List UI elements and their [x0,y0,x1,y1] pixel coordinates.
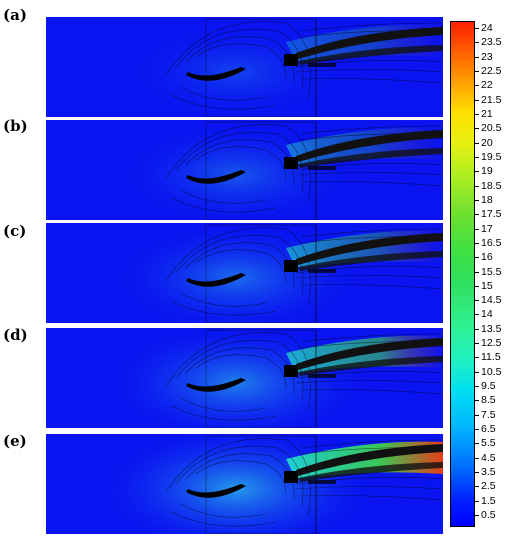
contour-panel [46,434,443,534]
colorbar-tick-label: 22.5 [481,64,502,77]
colorbar-tick-mark [474,343,479,345]
contour-panel [46,328,443,428]
colorbar-tick-mark [474,443,479,445]
colorbar-tick-label: 11.5 [481,351,501,364]
colorbar-tick-label: 3.5 [481,466,496,479]
colorbar-tick-label: 15 [481,279,493,292]
colorbar-tick-mark [474,214,479,216]
colorbar-tick-label: 23.5 [481,36,502,49]
colorbar-tick-mark [474,486,479,488]
colorbar-tick-mark [474,257,479,259]
colorbar-tick-label: 24 [481,22,493,34]
contour-panel [46,223,443,323]
colorbar-tick-mark [474,42,479,44]
colorbar-tick-mark [474,472,479,474]
panel-label: (e) [3,432,27,450]
colorbar-tick-label: 2.5 [481,480,496,493]
colorbar-tick-mark [474,171,479,173]
colorbar-tick-mark [474,371,479,373]
colorbar-tick-label: 21.5 [481,93,502,106]
colorbar-tick-label: 20.5 [481,122,502,135]
panel-label: (d) [3,326,28,344]
colorbar-tick-mark [474,271,479,273]
colorbar-tick-label: 13.5 [481,322,502,335]
colorbar-tick-label: 23 [481,50,493,63]
colorbar-tick-mark [474,199,479,201]
colorbar-tick-label: 22 [481,79,493,92]
colorbar-tick-label: 16 [481,251,493,264]
colorbar-tick-mark [474,28,479,29]
colorbar-tick-mark [474,85,479,87]
panel-label: (a) [3,6,27,24]
colorbar-tick-mark [474,113,479,115]
colorbar-tick-label: 16.5 [481,236,502,249]
colorbar-tick-label: 12.5 [481,337,502,350]
colorbar-tick-mark [474,515,479,516]
colorbar-tick-label: 19.5 [481,150,502,163]
colorbar-tick-mark [474,429,479,431]
colorbar [450,21,475,527]
colorbar-tick-label: 7.5 [481,408,496,421]
colorbar-tick-mark [474,328,479,330]
colorbar-tick-mark [474,142,479,144]
colorbar-tick-label: 20 [481,136,493,149]
colorbar-tick-label: 14 [481,308,493,321]
colorbar-tick-label: 18.5 [481,179,502,192]
colorbar-tick-label: 14.5 [481,294,502,307]
colorbar-tick-label: 17 [481,222,493,235]
panel-label: (b) [3,117,28,135]
colorbar-tick-mark [474,285,479,287]
colorbar-tick-label: 6.5 [481,423,496,436]
colorbar-tick-mark [474,300,479,302]
colorbar-tick-mark [474,156,479,158]
colorbar-tick-mark [474,128,479,130]
colorbar-tick-mark [474,386,479,388]
colorbar-tick-label: 10.5 [481,365,502,378]
colorbar-tick-mark [474,414,479,416]
colorbar-tick-mark [474,500,479,502]
panel-label: (c) [3,222,27,240]
colorbar-tick-label: 21 [481,107,493,120]
colorbar-tick-mark [474,228,479,230]
colorbar-tick-label: 5.5 [481,437,496,450]
colorbar-tick-mark [474,70,479,72]
colorbar-tick-mark [474,314,479,316]
colorbar-tick-mark [474,400,479,402]
colorbar-tick-label: 19 [481,165,493,178]
colorbar-tick-mark [474,457,479,459]
colorbar-tick-label: 1.5 [481,494,496,507]
colorbar-tick-mark [474,99,479,101]
contour-panel [46,17,443,117]
colorbar-tick-label: 4.5 [481,451,496,464]
colorbar-tick-label: 17.5 [481,208,502,221]
colorbar-tick-label: 0.5 [481,509,496,521]
colorbar-tick-mark [474,56,479,58]
colorbar-tick-label: 18 [481,193,493,206]
contour-panel [46,120,443,220]
colorbar-tick-label: 8.5 [481,394,496,407]
colorbar-tick-mark [474,185,479,187]
colorbar-tick-mark [474,357,479,359]
colorbar-tick-mark [474,242,479,244]
colorbar-tick-label: 9.5 [481,380,496,393]
colorbar-tick-label: 15.5 [481,265,502,278]
